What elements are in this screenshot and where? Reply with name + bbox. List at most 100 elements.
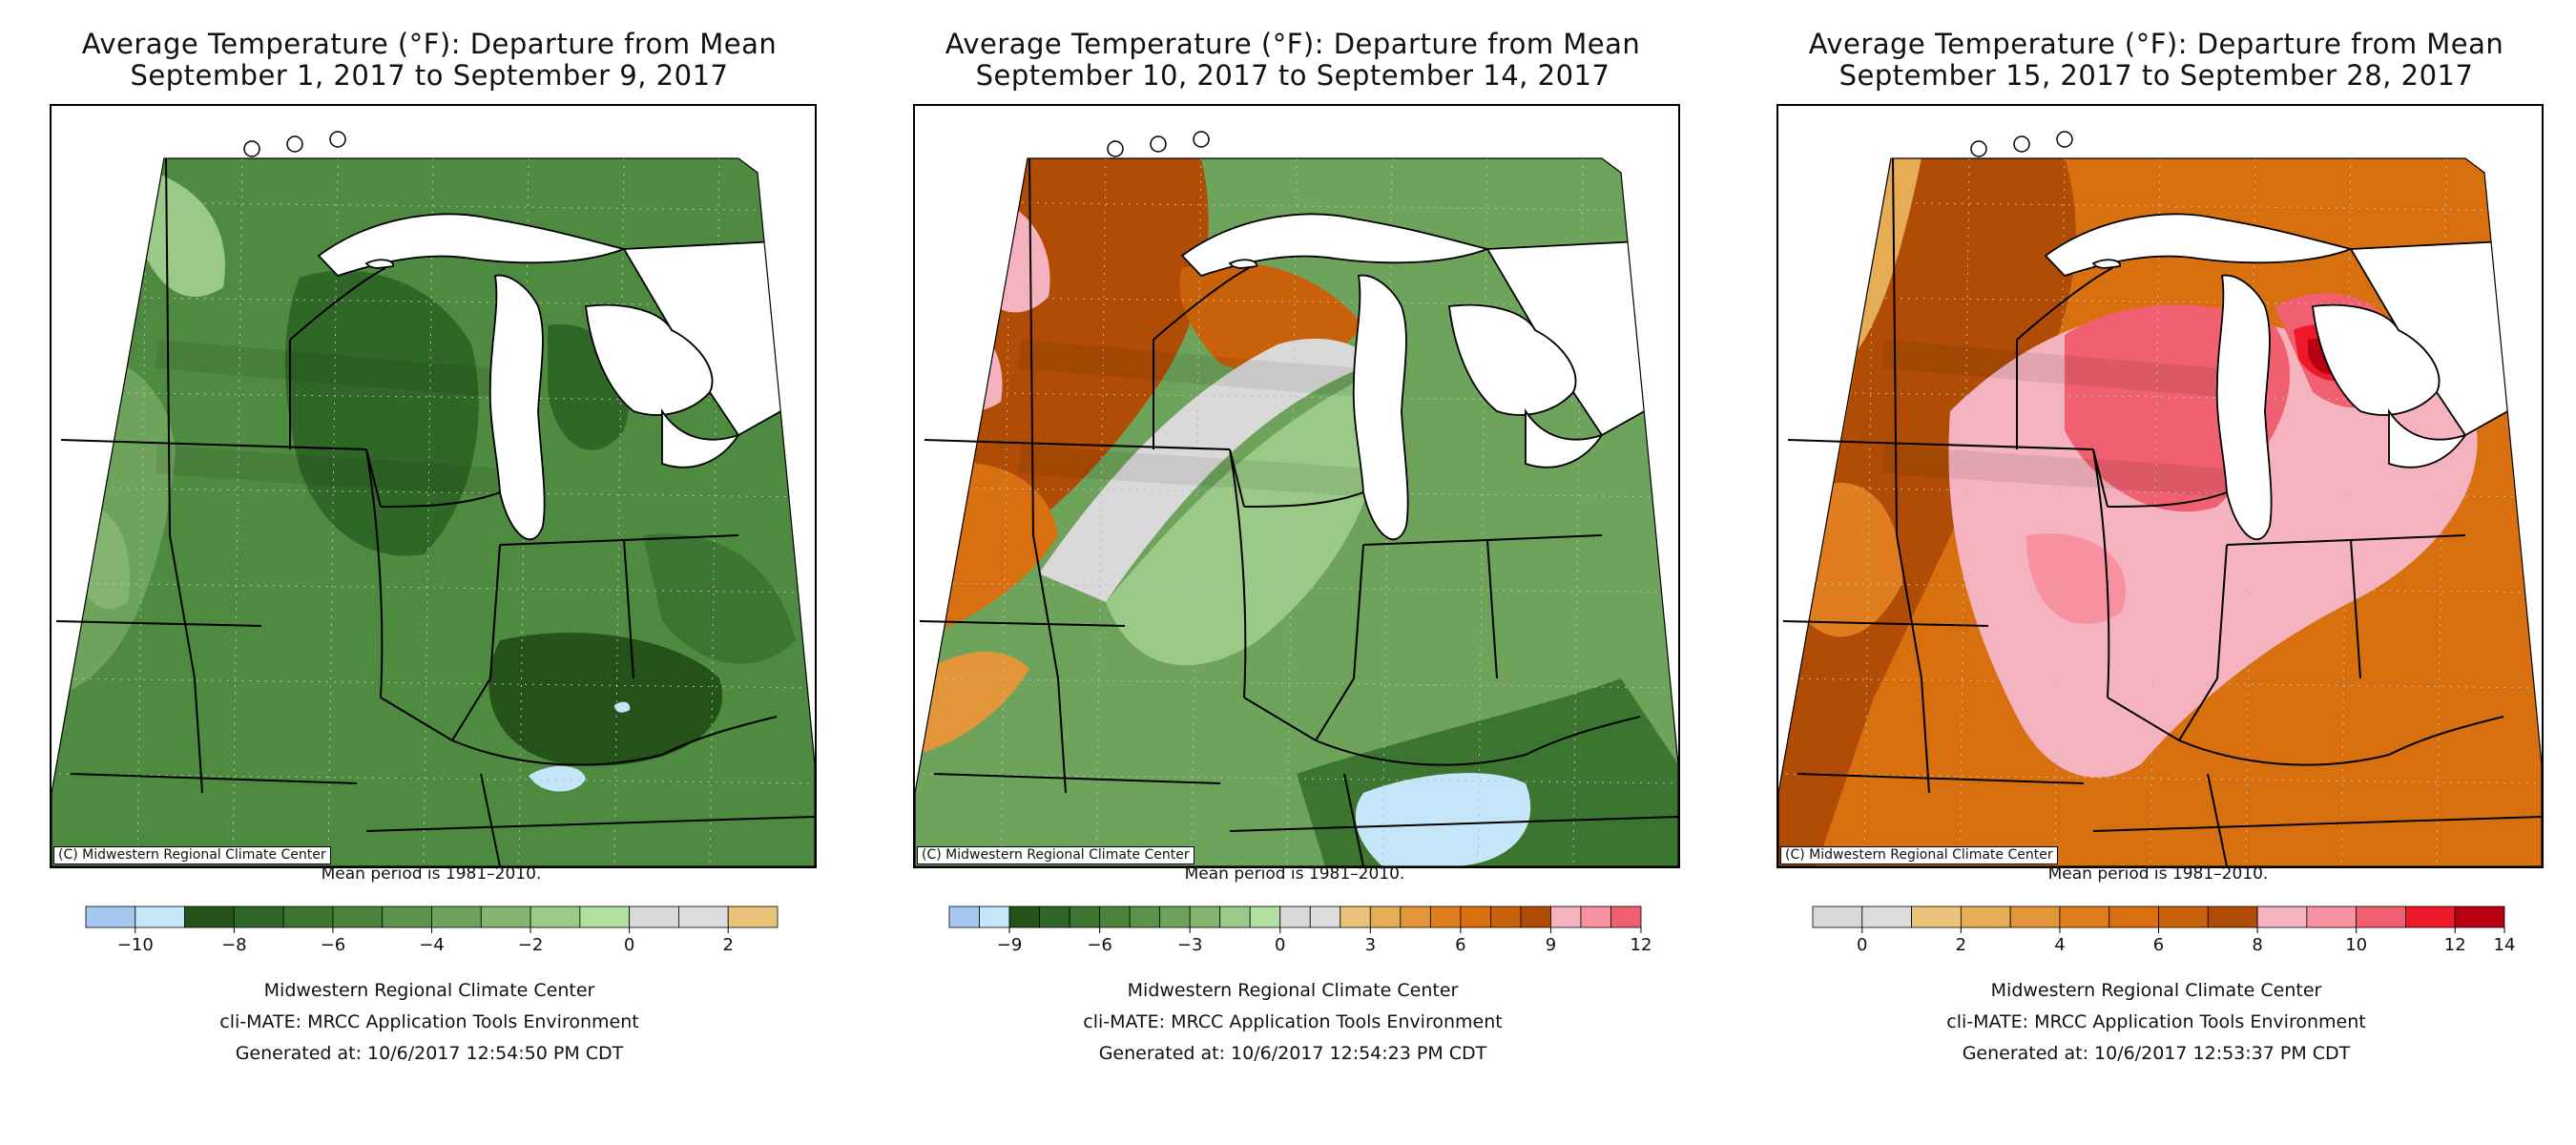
footer-generated: Generated at: 10/6/2017 12:53:37 PM CDT [1962,1043,2351,1064]
contour-region [1355,773,1531,866]
state-boundary [365,448,384,698]
state-boundary [1229,816,1678,832]
island [1193,131,1210,148]
state-boundary [1787,439,2094,450]
graticule-line [1778,487,2542,498]
footer-tool: cli-MATE: MRCC Application Tools Environ… [219,1011,639,1032]
footer-tool: cli-MATE: MRCC Application Tools Environ… [1946,1011,2366,1032]
graticule-line [52,677,815,689]
state-boundary [451,544,501,741]
legend-tick-label: 6 [2153,935,2164,955]
state-boundary [1229,448,1245,508]
graticule-line [915,487,1678,498]
color-legend: 0 2 4 6 8 10 12 14 [1812,906,2515,955]
state-boundary [365,816,815,832]
state-boundary [919,620,1126,627]
legend-swatch [1249,906,1281,928]
legend-tick-label: 6 [1455,935,1465,955]
map-title-line2: September 15, 2017 to September 28, 2017 [1839,59,2474,92]
legend-swatch [948,906,980,928]
state-boundary [365,448,382,508]
contour-region [2026,533,2126,625]
outside-region [1602,158,1678,764]
map-panel-3: Average Temperature (°F): Departure from… [1727,0,2576,1145]
legend-swatch [2109,906,2159,928]
shading-band [155,340,502,497]
state-boundary [1486,539,1498,679]
legend-swatch [1911,906,1962,928]
legend-tick-label: 14 [2494,935,2516,955]
legend-swatch [1008,906,1040,928]
state-boundary [1892,157,1898,536]
legend-swatch [2454,906,2505,928]
legend-swatch [1812,906,1863,928]
state-boundary [2092,816,2542,832]
state-boundary [451,716,778,766]
legend-swatch [1429,906,1462,928]
legend-tick-label: 0 [1275,935,1285,955]
footer-org: Midwestern Regional Climate Center [1127,980,1459,1001]
island [1150,135,1167,153]
copyright-label: (C) Midwestern Regional Climate Center [53,846,331,864]
state-boundary [2107,491,2228,508]
graticule-line [1778,200,2542,212]
mean-period-note: Mean period is 1981–2010. [2047,864,2269,884]
legend-tick-label: −2 [518,935,544,955]
graticule-line [52,200,815,212]
lake [1352,274,1409,540]
legend-tick-label: −10 [117,935,154,955]
lake [364,259,394,269]
graticule-line [1778,773,2542,784]
contour-region [1778,158,2076,866]
legend-swatch [1219,906,1251,928]
legend-swatch [282,906,334,928]
island [1970,140,1987,157]
legend-swatch [2356,906,2406,928]
state-boundary [623,539,634,679]
footer-org: Midwestern Regional Climate Center [263,980,595,1001]
lake [2215,274,2273,540]
graticule-line [915,296,1678,307]
graticule-line [915,200,1678,212]
legend-swatch [678,906,729,928]
legend-tick-label: 2 [1956,935,1966,955]
color-legend: −10 −8 −6 −4 −2 0 2 [85,906,779,955]
legend-swatch [184,906,235,928]
graticule-line [1778,677,2542,689]
outside-region [2349,239,2542,437]
legend-swatch [2009,906,2061,928]
outside-region [1485,239,1678,437]
outside-region [52,106,815,158]
island [2013,135,2030,153]
state-boundary [1028,157,1034,536]
domain-outline [52,157,815,866]
map-panel-1: Average Temperature (°F): Departure from… [0,0,859,1145]
island [2056,131,2073,148]
graticule-line [1778,391,2542,403]
legend-tick-label: 12 [1631,935,1652,955]
mean-period-note: Mean period is 1981–2010. [321,864,542,884]
legend-swatch [1069,906,1101,928]
state-boundary [1153,267,1250,341]
state-boundary [60,439,367,450]
legend-tick-label: −3 [1177,935,1203,955]
graticule-line [52,487,815,498]
state-boundary [165,157,171,536]
footer-org: Midwestern Regional Climate Center [1990,980,2322,1001]
state-boundary [1315,716,1641,766]
legend-swatch [2059,906,2110,928]
legend-swatch [1460,906,1491,928]
legend-swatch [2405,906,2456,928]
state-boundary [289,267,386,341]
outside-region [1778,106,2542,158]
legend-tick-label: 9 [1546,935,1556,955]
contour-region [614,701,631,713]
state-boundary [2092,448,2110,698]
legend-tick-label: −6 [321,935,346,955]
legend-swatch [2207,906,2258,928]
legend-tick-label: −9 [997,935,1023,955]
legend-swatch [1340,906,1371,928]
legend-swatch [979,906,1010,928]
domain-outline [1778,157,2542,866]
state-boundary [1032,534,1067,794]
